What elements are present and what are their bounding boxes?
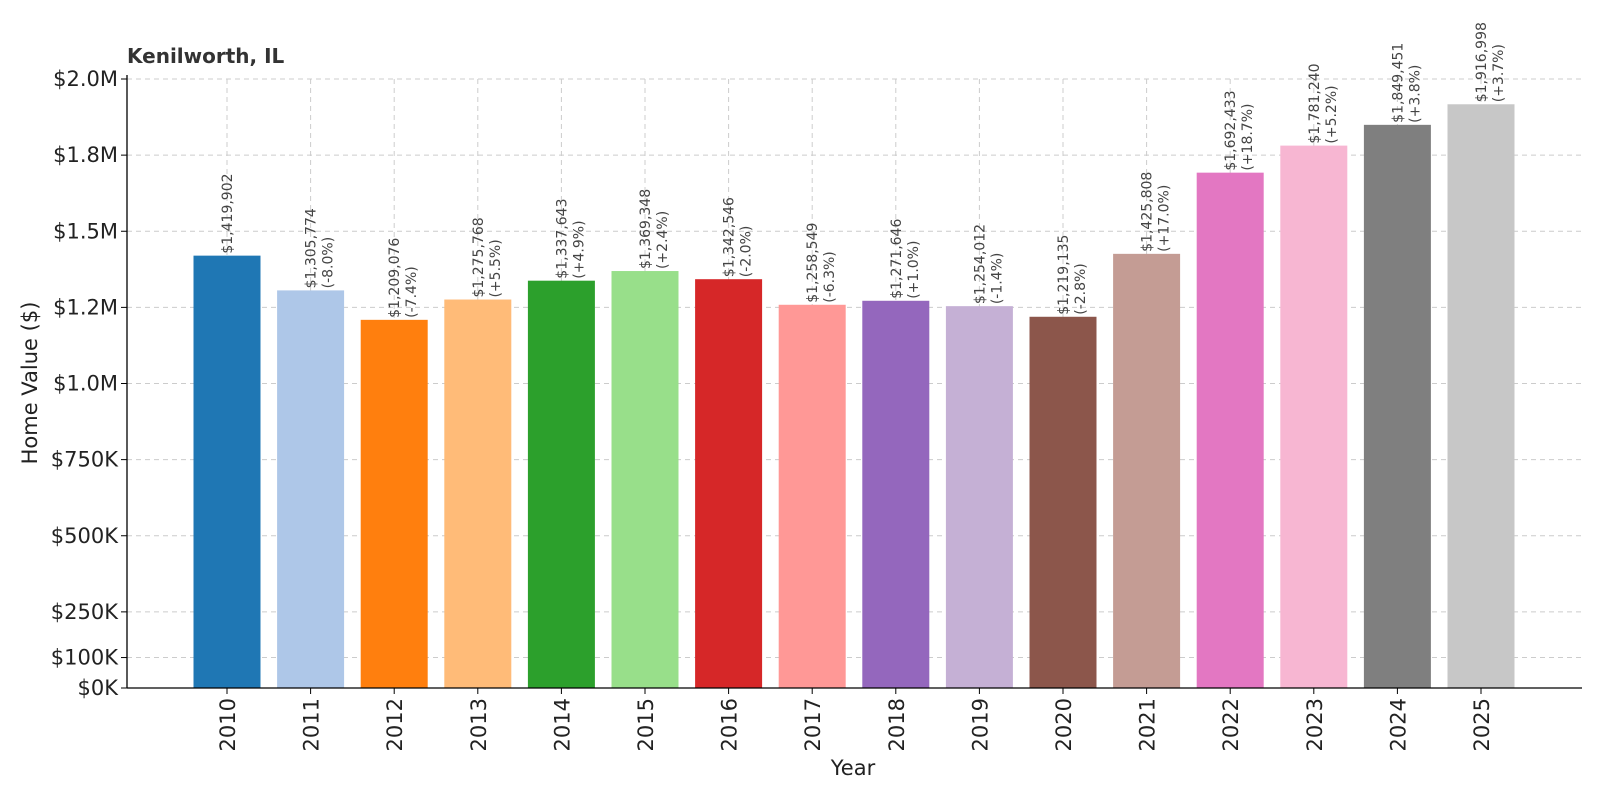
bar-value-label: $1,209,076 <box>387 238 403 318</box>
bar-change-label: (-1.4%) <box>989 253 1005 305</box>
y-tick-label: $750K <box>51 448 119 472</box>
bar-2019 <box>945 306 1013 688</box>
x-tick-label: 2010 <box>216 698 240 751</box>
bar-value-label: $1,337,643 <box>554 199 570 279</box>
bar-change-label: (+5.5%) <box>488 239 504 297</box>
bar-2025 <box>1447 104 1515 688</box>
bar-label-group: $1,258,549 (-6.3%) <box>805 223 838 303</box>
bar-change-label: (+3.7%) <box>1491 44 1507 102</box>
bar-value-label: $1,254,012 <box>972 224 988 304</box>
bar-2023 <box>1280 145 1348 688</box>
x-tick-label: 2022 <box>1219 698 1243 751</box>
x-tick-label: 2014 <box>550 698 574 751</box>
bar-change-label: (+1.0%) <box>906 241 922 299</box>
bar-value-label: $1,275,768 <box>471 217 487 297</box>
bar-change-label: (+5.2%) <box>1324 85 1340 143</box>
bar-change-label: (-7.4%) <box>404 266 420 318</box>
y-axis-label: Home Value ($) <box>18 302 42 465</box>
bar-label-group: $1,275,768 (+5.5%) <box>471 217 504 297</box>
chart-title: Kenilworth, IL <box>127 44 285 68</box>
bar-label-group: $1,425,808 (+17.0%) <box>1140 172 1173 252</box>
bar-change-label: (-2.0%) <box>739 226 755 278</box>
x-tick-label: 2017 <box>801 698 825 751</box>
bar-change-label: (+18.7%) <box>1240 104 1256 171</box>
bar-label-group: $1,849,451 (+3.8%) <box>1390 43 1423 123</box>
bar-2013 <box>444 299 512 688</box>
bar-2021 <box>1113 253 1181 688</box>
bar-label-group: $1,337,643 (+4.9%) <box>554 199 587 279</box>
bar-value-label: $1,219,135 <box>1056 235 1072 315</box>
bar-change-label: (+2.4%) <box>655 211 671 269</box>
axis-layer: $0K $100K $250K $500K $750K $1.0M $1.2M $1.5M $1… <box>51 67 1582 751</box>
bar-label-group: $1,916,998 (+3.7%) <box>1474 22 1507 102</box>
bar-2012 <box>360 319 428 688</box>
x-axis-label: Year <box>830 756 876 780</box>
bar-2020 <box>1029 316 1097 688</box>
bar-label-group: $1,369,348 (+2.4%) <box>638 189 671 269</box>
y-tick-label: $2.0M <box>53 67 118 91</box>
bar-change-label: (-6.3%) <box>822 251 838 303</box>
y-tick-label: $1.0M <box>53 372 118 396</box>
bar-value-label: $1,305,774 <box>304 208 320 288</box>
bar-change-label: (+4.9%) <box>571 220 587 278</box>
y-tick-label: $1.8M <box>53 143 118 167</box>
y-tick-label: $250K <box>51 600 119 624</box>
bar-value-label: $1,342,546 <box>722 197 738 277</box>
x-tick-label: 2023 <box>1303 698 1327 751</box>
bar-label-group: $1,692,433 (+18.7%) <box>1223 90 1256 170</box>
grid-layer <box>127 78 1582 688</box>
y-tick-label: $0K <box>78 676 120 700</box>
bar-label-group: $1,209,076 (-7.4%) <box>387 238 420 318</box>
bar-change-label: (+3.8%) <box>1407 65 1423 123</box>
y-tick-label: $100K <box>51 646 119 670</box>
bar-value-label: $1,369,348 <box>638 189 654 269</box>
bar-2017 <box>778 304 846 688</box>
bar-change-label: (+17.0%) <box>1157 185 1173 252</box>
x-tick-label: 2015 <box>634 698 658 751</box>
bar-layer <box>193 104 1515 689</box>
x-tick-label: 2025 <box>1470 698 1494 751</box>
bar-label-group: $1,254,012 (-1.4%) <box>972 224 1005 304</box>
bar-2010 <box>193 255 261 689</box>
y-tick-label: $1.2M <box>53 295 118 319</box>
bar-value-label: $1,419,902 <box>220 173 236 253</box>
bar-value-label: $1,258,549 <box>805 223 821 303</box>
bar-label-group: $1,271,646 (+1.0%) <box>889 219 922 299</box>
x-tick-label: 2018 <box>885 698 909 751</box>
bar-2014 <box>527 280 595 688</box>
bar-2016 <box>695 279 763 688</box>
bar-2011 <box>277 290 345 688</box>
x-tick-label: 2011 <box>300 698 324 751</box>
y-tick-label: $1.5M <box>53 219 118 243</box>
bar-value-label: $1,916,998 <box>1474 22 1490 102</box>
bar-label-group: $1,305,774 (-8.0%) <box>304 208 337 288</box>
bar-label-group: $1,781,240 (+5.2%) <box>1307 63 1340 143</box>
bar-value-label: $1,781,240 <box>1307 63 1323 143</box>
x-tick-label: 2012 <box>383 698 407 751</box>
bar-value-label: $1,271,646 <box>889 219 905 299</box>
bar-label-group: $1,342,546 (-2.0%) <box>722 197 755 277</box>
y-tick-label: $500K <box>51 524 119 548</box>
bar-change-label: (-2.8%) <box>1073 263 1089 315</box>
bar-value-label: $1,425,808 <box>1140 172 1156 252</box>
bar-label-group: $1,219,135 (-2.8%) <box>1056 235 1089 315</box>
bar-2018 <box>862 300 930 688</box>
bar-2024 <box>1363 124 1431 689</box>
label-layer: $1,419,902 $1,305,774 (-8.0%) $1,209,076 (-7… <box>220 22 1507 318</box>
x-tick-label: 2013 <box>467 698 491 751</box>
bar-change-label: (-8.0%) <box>321 237 337 289</box>
x-tick-label: 2020 <box>1052 698 1076 751</box>
bar-value-label: $1,692,433 <box>1223 90 1239 170</box>
bar-value-label: $1,849,451 <box>1390 43 1406 123</box>
x-tick-label: 2021 <box>1136 698 1160 751</box>
bar-2022 <box>1196 172 1264 688</box>
x-tick-label: 2024 <box>1386 698 1410 751</box>
x-tick-label: 2016 <box>718 698 742 751</box>
bar-2015 <box>611 271 679 688</box>
x-tick-label: 2019 <box>968 698 992 751</box>
bar-label-group: $1,419,902 <box>220 173 236 253</box>
